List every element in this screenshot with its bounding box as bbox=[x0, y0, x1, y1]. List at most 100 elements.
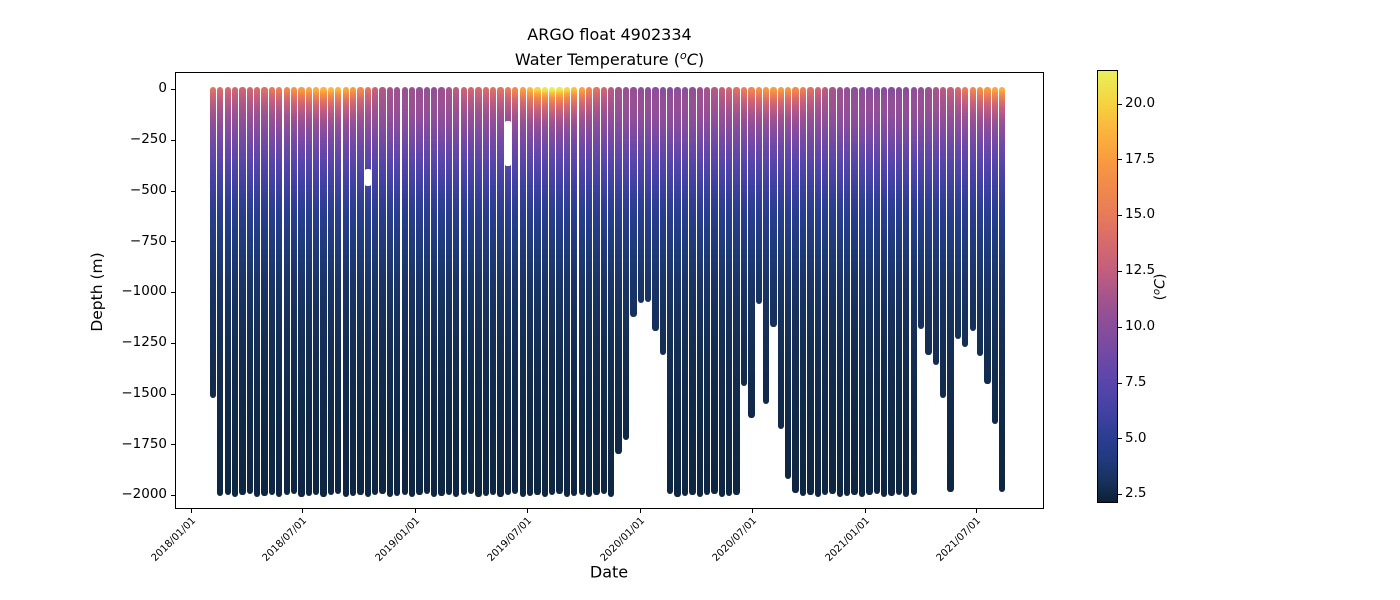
y-tick-mark bbox=[171, 139, 175, 141]
y-tick-label: −500 bbox=[129, 181, 167, 198]
profile-column bbox=[453, 87, 460, 497]
profile-column bbox=[519, 87, 526, 497]
profile-column bbox=[283, 87, 290, 496]
y-tick-mark bbox=[171, 444, 175, 446]
x-tick-label: 2018/07/01 bbox=[260, 515, 310, 564]
colorbar-tick-mark bbox=[1118, 382, 1122, 384]
x-tick-mark bbox=[864, 509, 866, 513]
profile-column bbox=[777, 87, 785, 429]
y-tick-label: −1000 bbox=[121, 283, 167, 300]
x-tick-label: 2019/07/01 bbox=[485, 515, 534, 564]
profile-column bbox=[364, 87, 371, 497]
x-tick-mark bbox=[302, 509, 304, 513]
colorbar-tick-mark bbox=[1118, 326, 1122, 328]
profile-column bbox=[703, 87, 711, 496]
profile-column bbox=[379, 87, 386, 494]
profile-column bbox=[917, 87, 925, 329]
y-tick-mark bbox=[171, 292, 175, 293]
profile-column bbox=[349, 87, 357, 496]
profile-column bbox=[549, 87, 556, 496]
profile-column bbox=[231, 87, 239, 497]
profile-column bbox=[659, 87, 667, 355]
profile-column bbox=[290, 87, 298, 494]
profile-column bbox=[962, 87, 969, 347]
profile-column bbox=[652, 87, 659, 331]
profile-column bbox=[394, 87, 401, 496]
x-tick-mark bbox=[751, 509, 753, 513]
profile-column bbox=[836, 87, 844, 497]
x-tick-label: 2020/07/01 bbox=[710, 515, 759, 564]
profile-column bbox=[224, 87, 231, 495]
profile-column bbox=[615, 87, 622, 455]
profile-column bbox=[372, 87, 379, 496]
colorbar-tick-mark bbox=[1118, 270, 1122, 272]
colorbar-tick-label: 17.5 bbox=[1125, 150, 1156, 167]
profile-column bbox=[999, 87, 1006, 492]
profile-column bbox=[276, 87, 283, 497]
plot-area bbox=[175, 72, 1044, 509]
profile-column bbox=[755, 87, 762, 305]
profile-column bbox=[940, 87, 947, 398]
profile-column bbox=[512, 87, 519, 494]
y-tick-label: −2000 bbox=[121, 486, 167, 503]
x-tick-label: 2019/01/01 bbox=[373, 515, 423, 564]
colorbar-tick-mark bbox=[1118, 438, 1122, 440]
colorbar bbox=[1097, 70, 1118, 503]
profile-column bbox=[467, 87, 475, 494]
profile-column bbox=[858, 87, 866, 497]
colorbar-tick-label: 2.5 bbox=[1125, 485, 1147, 502]
profile-column bbox=[888, 87, 895, 496]
profile-column bbox=[571, 87, 578, 496]
profile-column bbox=[726, 87, 733, 496]
profile-column bbox=[246, 87, 253, 494]
profile-column bbox=[239, 87, 246, 496]
colorbar-tick-label: 15.0 bbox=[1125, 206, 1156, 223]
profile-column bbox=[954, 87, 962, 339]
profile-column bbox=[947, 87, 954, 492]
profile-column bbox=[268, 87, 276, 495]
profile-column bbox=[608, 87, 615, 497]
x-tick-mark bbox=[526, 509, 528, 513]
profile-column bbox=[342, 87, 349, 497]
y-tick-label: −750 bbox=[129, 232, 167, 249]
profile-column bbox=[313, 87, 320, 495]
profile-column bbox=[984, 87, 991, 385]
profile-column bbox=[431, 87, 438, 497]
profile-column bbox=[556, 87, 563, 494]
missing-data-gap bbox=[364, 169, 371, 187]
profile-column bbox=[209, 87, 217, 398]
profile-column bbox=[637, 87, 644, 304]
profile-column bbox=[408, 87, 416, 497]
profile-column bbox=[932, 87, 939, 365]
chart-title-line2: Water Temperature (oC) bbox=[514, 49, 705, 69]
profile-column bbox=[689, 87, 696, 495]
profile-column bbox=[807, 87, 814, 495]
x-tick-mark bbox=[415, 509, 417, 513]
profile-column bbox=[844, 87, 851, 496]
profile-column bbox=[438, 87, 445, 496]
profile-column bbox=[357, 87, 364, 495]
y-tick-mark bbox=[171, 241, 175, 243]
profile-column bbox=[490, 87, 497, 495]
colorbar-tick-label: 10.0 bbox=[1125, 318, 1156, 334]
colorbar-tick-mark bbox=[1118, 494, 1122, 496]
profile-column bbox=[814, 87, 821, 497]
profile-column bbox=[460, 87, 467, 496]
colorbar-tick-label: 12.5 bbox=[1125, 262, 1156, 279]
profile-column bbox=[541, 87, 548, 497]
profile-column bbox=[785, 87, 792, 479]
x-tick-label: 2018/01/01 bbox=[149, 515, 199, 564]
profile-column bbox=[881, 87, 888, 497]
profile-column bbox=[305, 87, 312, 496]
y-tick-mark bbox=[171, 190, 175, 192]
chart-title-line1: ARGO float 4902334 bbox=[527, 25, 692, 44]
colorbar-tick-mark bbox=[1118, 215, 1122, 217]
y-tick-mark bbox=[171, 342, 175, 344]
profile-column bbox=[526, 87, 534, 496]
colorbar-tick-label: 5.0 bbox=[1125, 429, 1147, 446]
y-tick-mark bbox=[171, 393, 175, 395]
profile-column bbox=[667, 87, 674, 494]
profile-column bbox=[563, 87, 571, 497]
profile-column bbox=[416, 87, 423, 496]
y-tick-label: 0 bbox=[158, 80, 167, 97]
